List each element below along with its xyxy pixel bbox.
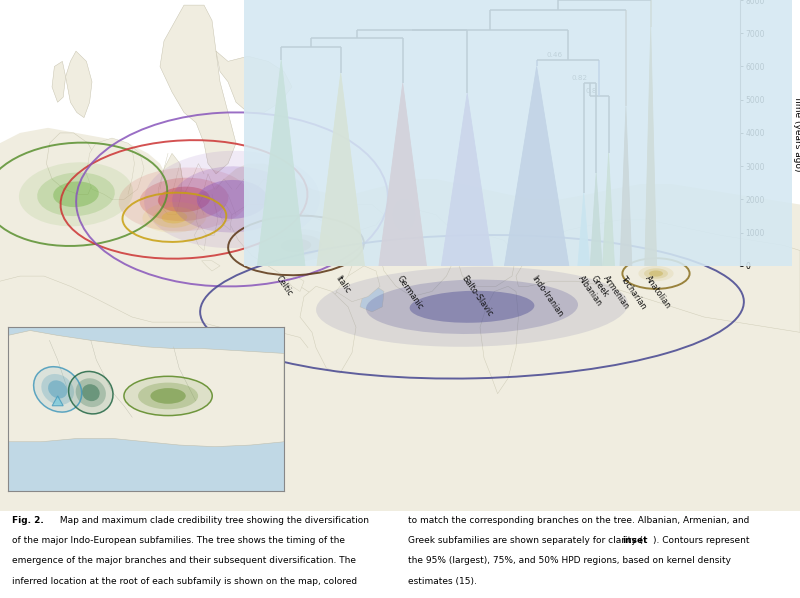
- Text: to match the corresponding branches on the tree. Albanian, Armenian, and: to match the corresponding branches on t…: [408, 515, 750, 524]
- Text: Fig. 2.: Fig. 2.: [12, 515, 44, 524]
- Ellipse shape: [366, 280, 578, 334]
- Polygon shape: [380, 210, 456, 297]
- Polygon shape: [52, 62, 66, 102]
- Polygon shape: [456, 235, 516, 286]
- Ellipse shape: [142, 202, 206, 233]
- Polygon shape: [300, 286, 356, 373]
- Polygon shape: [202, 261, 220, 271]
- Ellipse shape: [197, 180, 267, 219]
- Polygon shape: [230, 205, 352, 297]
- Polygon shape: [336, 266, 380, 301]
- Polygon shape: [288, 276, 304, 291]
- Text: Greek subfamilies are shown separately for clarity (: Greek subfamilies are shown separately f…: [408, 536, 643, 545]
- Text: inferred location at the root of each subfamily is shown on the map, colored: inferred location at the root of each su…: [12, 576, 357, 586]
- Ellipse shape: [316, 267, 628, 347]
- Polygon shape: [220, 205, 232, 230]
- Ellipse shape: [53, 181, 99, 207]
- Text: emergence of the major branches and their subsequent diversification. The: emergence of the major branches and thei…: [12, 556, 356, 565]
- Ellipse shape: [258, 229, 334, 262]
- Text: Map and maximum clade credibility tree showing the diversification: Map and maximum clade credibility tree s…: [57, 515, 369, 524]
- Polygon shape: [158, 154, 182, 215]
- FancyBboxPatch shape: [244, 0, 792, 266]
- Ellipse shape: [270, 234, 322, 257]
- Polygon shape: [360, 286, 384, 312]
- Ellipse shape: [153, 207, 196, 228]
- Polygon shape: [480, 286, 518, 393]
- Ellipse shape: [638, 266, 674, 281]
- Polygon shape: [0, 276, 308, 511]
- Text: the 95% (largest), 75%, and 50% HPD regions, based on kernel density: the 95% (largest), 75%, and 50% HPD regi…: [408, 556, 731, 565]
- Ellipse shape: [118, 167, 250, 231]
- Ellipse shape: [19, 162, 133, 227]
- Polygon shape: [194, 225, 206, 251]
- Polygon shape: [196, 194, 218, 235]
- Polygon shape: [160, 5, 236, 174]
- Polygon shape: [516, 220, 800, 332]
- Ellipse shape: [144, 151, 320, 248]
- Ellipse shape: [162, 211, 187, 224]
- Text: estimates (15).: estimates (15).: [408, 576, 477, 586]
- Ellipse shape: [172, 166, 292, 233]
- Ellipse shape: [410, 291, 534, 323]
- Polygon shape: [46, 133, 96, 194]
- Ellipse shape: [649, 270, 663, 277]
- Ellipse shape: [644, 269, 668, 279]
- Ellipse shape: [139, 178, 229, 221]
- Text: inset: inset: [622, 536, 647, 545]
- Ellipse shape: [37, 172, 115, 216]
- Polygon shape: [344, 205, 384, 230]
- Text: of the major Indo-European subfamilies. The tree shows the timing of the: of the major Indo-European subfamilies. …: [12, 536, 345, 545]
- Text: ). Contours represent: ). Contours represent: [654, 536, 750, 545]
- Polygon shape: [216, 51, 292, 112]
- Ellipse shape: [392, 198, 416, 231]
- Polygon shape: [232, 220, 242, 235]
- Polygon shape: [66, 51, 92, 118]
- Ellipse shape: [158, 187, 210, 212]
- Polygon shape: [0, 128, 800, 511]
- Ellipse shape: [281, 239, 311, 252]
- Polygon shape: [86, 138, 144, 199]
